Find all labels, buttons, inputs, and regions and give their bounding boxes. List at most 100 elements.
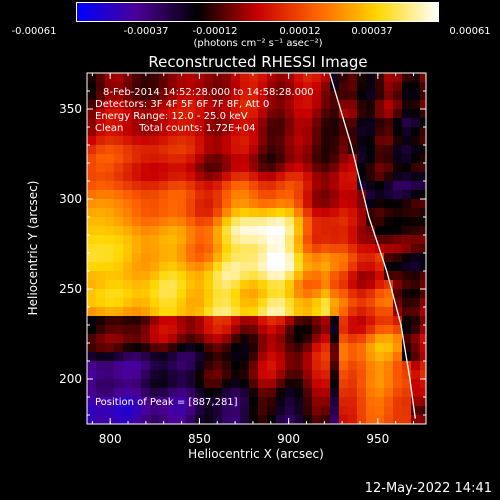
tick-label: 950 [366, 432, 389, 446]
heatmap-cell [150, 388, 159, 397]
heatmap-cell [240, 73, 249, 82]
heatmap-cell [87, 73, 96, 82]
heatmap-cell [384, 100, 393, 109]
heatmap-cell [258, 145, 267, 154]
heatmap-cell [285, 244, 294, 253]
heatmap-cell [294, 244, 303, 253]
heatmap-cell [357, 325, 366, 334]
heatmap-cell [357, 271, 366, 280]
heatmap-cell [168, 109, 177, 118]
heatmap-cell [258, 136, 267, 145]
heatmap-cell [402, 334, 411, 343]
heatmap-cell [177, 226, 186, 235]
heatmap-cell [87, 190, 96, 199]
heatmap-cell [375, 271, 384, 280]
heatmap-cell [393, 73, 402, 82]
heatmap-cell [240, 226, 249, 235]
heatmap-cell [411, 397, 420, 406]
heatmap-cell [276, 226, 285, 235]
heatmap-cell [402, 343, 411, 352]
heatmap-cell [384, 334, 393, 343]
heatmap-cell [114, 280, 123, 289]
heatmap-cell [411, 136, 420, 145]
heatmap-cell [348, 217, 357, 226]
heatmap-cell [240, 343, 249, 352]
heatmap-cell [384, 199, 393, 208]
heatmap-cell [420, 415, 426, 424]
heatmap-cell [186, 145, 195, 154]
heatmap-cell [177, 343, 186, 352]
annotation-peak-position: Position of Peak = [887,281] [95, 397, 238, 408]
heatmap-cell [366, 379, 375, 388]
heatmap-cell [87, 352, 96, 361]
heatmap-cell [375, 361, 384, 370]
heatmap-cell [87, 289, 96, 298]
heatmap-cell [213, 109, 222, 118]
heatmap-cell [420, 217, 426, 226]
tick-label: 900 [277, 432, 300, 446]
heatmap-cell [177, 127, 186, 136]
heatmap-cell [249, 352, 258, 361]
heatmap-cell [258, 307, 267, 316]
heatmap-cell [87, 136, 96, 145]
heatmap-cell [105, 316, 114, 325]
heatmap-cell [294, 91, 303, 100]
heatmap-cell [276, 181, 285, 190]
heatmap-cell [231, 73, 240, 82]
heatmap-cell [420, 91, 426, 100]
heatmap-cell [195, 379, 204, 388]
heatmap-cell [384, 172, 393, 181]
heatmap-cell [276, 415, 285, 424]
heatmap-cell [267, 388, 276, 397]
heatmap-cell [132, 154, 141, 163]
heatmap-cell [168, 262, 177, 271]
heatmap-cell [366, 271, 375, 280]
heatmap-cell [258, 199, 267, 208]
heatmap-cell [87, 262, 96, 271]
heatmap-cell [384, 343, 393, 352]
heatmap-cell [87, 370, 96, 379]
heatmap-cell [168, 388, 177, 397]
heatmap-cell [231, 109, 240, 118]
heatmap-cell [357, 100, 366, 109]
heatmap-cell [339, 181, 348, 190]
heatmap-cell [249, 208, 258, 217]
heatmap-cell [249, 370, 258, 379]
heatmap-cell [267, 244, 276, 253]
heatmap-cell [240, 91, 249, 100]
heatmap-cell [105, 190, 114, 199]
heatmap-cell [411, 253, 420, 262]
heatmap-cell [87, 316, 96, 325]
heatmap-cell [105, 325, 114, 334]
heatmap-cell [357, 73, 366, 82]
heatmap-cell [222, 217, 231, 226]
heatmap-cell [321, 334, 330, 343]
heatmap-cell [105, 379, 114, 388]
heatmap-cell [357, 280, 366, 289]
heatmap-cell [357, 334, 366, 343]
heatmap-cell [132, 280, 141, 289]
heatmap-cell [339, 307, 348, 316]
heatmap-cell [375, 181, 384, 190]
heatmap-cell [105, 163, 114, 172]
heatmap-cell [348, 91, 357, 100]
heatmap-cell [330, 298, 339, 307]
heatmap-cell [258, 163, 267, 172]
heatmap-cell [267, 235, 276, 244]
heatmap-cell [348, 163, 357, 172]
heatmap-cell [204, 217, 213, 226]
heatmap-cell [240, 145, 249, 154]
heatmap-cell [375, 388, 384, 397]
heatmap-cell [213, 82, 222, 91]
heatmap-cell [303, 262, 312, 271]
heatmap-cell [105, 415, 114, 424]
heatmap-cell [366, 82, 375, 91]
heatmap-cell [303, 91, 312, 100]
heatmap-cell [240, 109, 249, 118]
heatmap-cell [168, 253, 177, 262]
heatmap-cell [276, 397, 285, 406]
heatmap-cell [186, 406, 195, 415]
heatmap-cell [249, 199, 258, 208]
heatmap-cell [114, 73, 123, 82]
heatmap-cell [294, 361, 303, 370]
